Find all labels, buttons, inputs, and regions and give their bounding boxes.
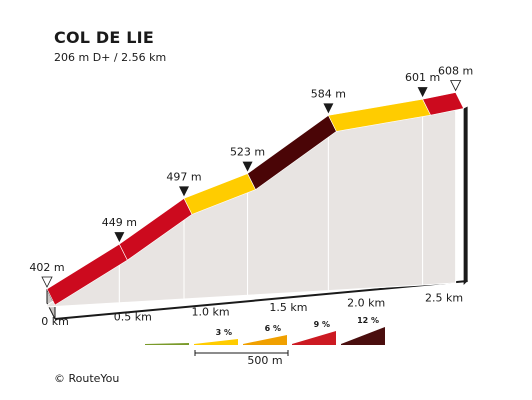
elevation-marker-open-icon: [449, 80, 462, 92]
elevation-label: 497 m: [166, 170, 201, 183]
elevation-marker-icon: [417, 87, 428, 98]
chart-title: COL DE LIE: [54, 28, 154, 47]
elevation-marker-open-icon: [41, 276, 53, 288]
legend-swatch: [341, 327, 385, 345]
elevation-label: 523 m: [230, 146, 265, 159]
profile-body-layer: [46, 106, 468, 308]
elevation-label: 402 m: [29, 261, 64, 274]
legend-label: 3 %: [216, 328, 232, 337]
legend-swatch: [145, 343, 189, 345]
legend-layer: 3 % 6 % 9 % 12 % 500 m: [145, 316, 385, 367]
legend-scale-label: 500 m: [247, 354, 282, 367]
x-tick-label: 1.0 km: [192, 306, 230, 319]
profile-end-cap: [463, 106, 468, 285]
profile-top-layer: [46, 92, 465, 306]
elevation-marker-icon: [242, 161, 253, 172]
elevation-label: 449 m: [102, 216, 137, 229]
legend-label: 6 %: [265, 324, 281, 333]
elevation-label: 601 m: [405, 71, 440, 84]
legend-label: 12 %: [357, 316, 379, 325]
x-axis-layer: 0 km 0.5 km 1.0 km 1.5 km 2.0 km 2.5 km: [41, 292, 463, 328]
x-tick-label: 2.5 km: [425, 292, 463, 305]
elevation-label: 584 m: [311, 87, 346, 100]
x-tick-label: 0.5 km: [114, 310, 152, 323]
x-tick-label: 2.0 km: [347, 296, 385, 309]
profile-slope-segment: [422, 92, 465, 116]
legend-label: 9 %: [314, 320, 330, 329]
chart-subtitle: 206 m D+ / 2.56 km: [54, 51, 167, 64]
x-tick-label: 1.5 km: [269, 301, 307, 314]
copyright-text: © RouteYou: [54, 372, 120, 385]
profile-body-segment: [327, 114, 424, 292]
x-tick-label: 0 km: [41, 315, 69, 328]
elevation-label: 608 m: [438, 64, 473, 77]
legend-swatch: [292, 331, 336, 345]
elevation-marker-icon: [114, 232, 125, 243]
elevation-marker-icon: [323, 103, 334, 114]
profile-body-segment: [422, 107, 457, 286]
legend-swatch: [243, 335, 287, 345]
profile-base-line: [54, 280, 468, 320]
legend-swatch: [194, 339, 238, 345]
elevation-marker-icon: [179, 186, 190, 197]
